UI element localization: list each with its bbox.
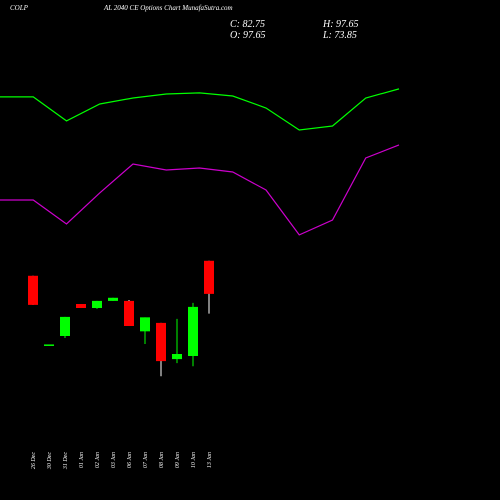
indicator-line bbox=[0, 144, 400, 236]
candle-body bbox=[156, 322, 166, 362]
chart-subtitle: AL 2040 CE Options Chart MunafaSutra.com bbox=[103, 4, 233, 12]
ohlc-label: O: 97.65 bbox=[230, 30, 266, 41]
candle-body bbox=[124, 300, 134, 326]
x-tick-label: 13 Jan bbox=[207, 452, 213, 468]
candle-body bbox=[140, 317, 150, 332]
x-tick-label: 08 Jan bbox=[159, 452, 165, 468]
candle-body bbox=[108, 297, 118, 301]
x-tick-label: 02 Jan bbox=[95, 452, 101, 468]
candle-body bbox=[60, 316, 70, 336]
ohlc-label: L: 73.85 bbox=[322, 30, 357, 41]
x-tick-label: 06 Jan bbox=[127, 452, 133, 468]
candle-body bbox=[172, 354, 182, 360]
candle-body bbox=[204, 260, 214, 294]
ohlc-label: H: 97.65 bbox=[322, 19, 359, 30]
ohlc-label: C: 82.75 bbox=[230, 19, 265, 30]
candle-body bbox=[188, 306, 198, 356]
x-tick-label: 07 Jan bbox=[143, 452, 149, 468]
indicator-line bbox=[0, 88, 400, 131]
x-tick-label: 26 Dec bbox=[31, 452, 37, 469]
x-tick-label: 01 Jan bbox=[79, 452, 85, 468]
candle-body bbox=[44, 344, 54, 346]
chart-title: COLP bbox=[10, 4, 29, 12]
x-tick-label: 30 Dec bbox=[47, 452, 53, 470]
x-tick-label: 03 Jan bbox=[111, 452, 117, 468]
candle-body bbox=[28, 275, 38, 305]
x-tick-label: 09 Jan bbox=[175, 452, 181, 468]
x-tick-label: 10 Jan bbox=[191, 452, 197, 468]
x-tick-label: 31 Dec bbox=[63, 452, 69, 470]
candle-body bbox=[76, 304, 86, 308]
candle-body bbox=[92, 300, 102, 308]
